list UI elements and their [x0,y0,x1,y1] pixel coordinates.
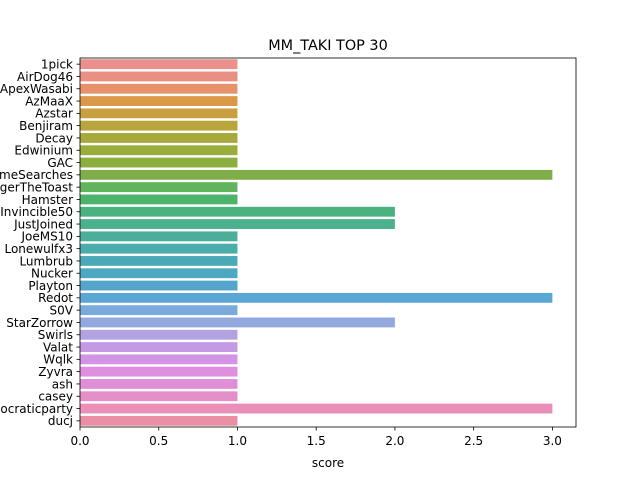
y-tick-label: Edwinium [14,144,73,158]
bar-GingerTheToast [80,182,238,193]
y-tick-labels: 1pickAirDog46ApexWasabiAzMaaXAzstarBenji… [0,57,80,428]
y-tick-label: AzMaaX [25,94,73,108]
plot-frame [79,57,577,428]
bar-Edwinium [80,145,238,156]
bar-Wqlk [80,354,238,365]
y-tick-label: JoeMS10 [20,230,73,244]
bar-ducj [80,415,238,426]
x-tick-label: 2.0 [385,434,404,448]
bar-Benjiram [80,120,238,131]
y-tick-label: Azstar [35,107,73,121]
bar-Redot [80,292,553,303]
bar-Lonewulfx3 [80,243,238,254]
x-axis-label: score [312,456,344,470]
bar-Swirls [80,329,238,340]
bar-AzMaaX [80,96,238,106]
y-tick-label: Lonewulfx3 [4,242,73,256]
y-tick-label: Hamster [22,193,73,207]
bar-JustJoined [80,219,395,229]
y-tick-label: casey [38,390,73,404]
bar-StarZorrow [80,317,395,328]
y-tick-label: StarZorrow [6,316,73,330]
bar-Zyvra [80,366,238,377]
y-tick-label: GameSearches [0,168,73,182]
bar-GameSearches [80,169,553,180]
y-tick-label: ash [52,377,73,391]
chart-title: MM_TAKI TOP 30 [268,38,387,54]
bar-Lumbrub [80,256,238,266]
x-tick-label: 0.0 [70,434,89,448]
y-tick-label: ApexWasabi [0,82,73,96]
bar-Valat [80,342,238,352]
bar-democraticparty [80,403,553,414]
y-tick-label: Playton [28,279,73,293]
bar-AirDog46 [80,71,238,82]
y-tick-label: Swirls [38,328,73,342]
x-tick-label: 1.0 [228,434,247,448]
bar-Azstar [80,108,238,119]
y-tick-label: GingerTheToast [0,180,73,194]
bar-Playton [80,280,238,291]
bar-GAC [80,157,238,168]
x-tick-label: 3.0 [543,434,562,448]
bar-Decay [80,133,238,143]
y-tick-label: Decay [35,131,73,145]
x-ticks: 0.0 0.5 1.0 1.5 2.0 2.5 3.0 [70,427,562,448]
bar-ApexWasabi [80,83,238,94]
y-tick-label: Invincible50 [0,205,73,219]
y-tick-label: 1pick [41,57,73,71]
y-tick-label: AirDog46 [17,70,73,84]
bar-JoeMS10 [80,231,238,242]
bar-Invincible50 [80,206,395,217]
x-tick-label: 1.5 [307,434,326,448]
bar-1pick [80,59,238,70]
y-tick-label: GAC [47,156,73,170]
y-tick-label: Wqlk [43,353,73,367]
bar-casey [80,391,238,402]
bar-ash [80,379,238,389]
y-tick-label: ducj [48,414,73,428]
y-tick-label: Nucker [31,267,73,281]
bar-Hamster [80,194,238,205]
bars-group [80,59,553,426]
y-tick-label: S0V [50,303,74,317]
y-tick-label: Zyvra [38,365,73,379]
y-tick-label: Benjiram [19,119,73,133]
y-tick-label: Valat [43,340,73,354]
y-tick-label: JustJoined [13,217,73,231]
x-tick-label: 2.5 [464,434,483,448]
x-tick-label: 0.5 [149,434,168,448]
bar-Nucker [80,268,238,279]
y-tick-label: democraticparty [0,402,73,416]
bar-S0V [80,305,238,316]
y-tick-label: Lumbrub [19,254,73,268]
y-tick-label: Redot [38,291,73,305]
